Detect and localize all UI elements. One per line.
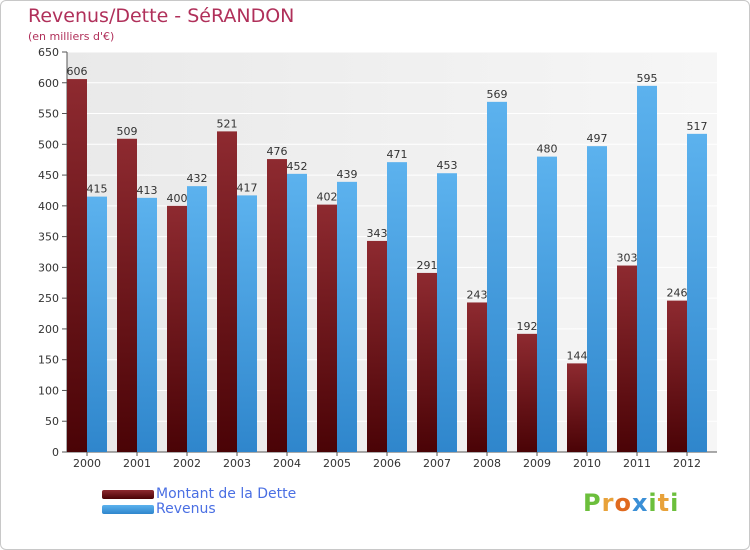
data-label-revenus: 439 <box>337 168 358 181</box>
x-tick-label: 2012 <box>673 457 701 470</box>
bar-revenus <box>137 197 157 452</box>
data-label-dette: 476 <box>267 145 288 158</box>
proxiti-logo: Proxiti <box>583 489 679 517</box>
data-label-dette: 246 <box>667 287 688 300</box>
y-tick-label: 650 <box>38 46 59 59</box>
legend-swatch-dette <box>102 490 154 499</box>
x-tick-label: 2010 <box>573 457 601 470</box>
bar-revenus <box>87 196 107 452</box>
data-label-dette: 400 <box>167 192 188 205</box>
bar-revenus <box>537 156 557 452</box>
bar-dette <box>617 265 637 452</box>
x-tick-label: 2001 <box>123 457 151 470</box>
data-label-dette: 192 <box>517 320 538 333</box>
bar-revenus <box>637 85 657 452</box>
y-tick-label: 350 <box>38 231 59 244</box>
bar-dette <box>317 204 337 452</box>
data-label-revenus: 471 <box>387 148 408 161</box>
bar-dette <box>217 131 237 452</box>
logo-letter: r <box>601 489 615 517</box>
data-label-dette: 402 <box>317 191 338 204</box>
bar-dette <box>467 302 487 452</box>
x-tick-label: 2000 <box>73 457 101 470</box>
legend-label-revenus: Revenus <box>156 501 216 517</box>
bar-dette <box>567 363 587 452</box>
bar-dette <box>667 300 687 452</box>
y-tick-label: 150 <box>38 354 59 367</box>
y-tick-label: 50 <box>45 415 59 428</box>
y-tick-label: 250 <box>38 292 59 305</box>
bar-revenus <box>587 146 607 452</box>
bar-revenus <box>337 181 357 452</box>
y-tick-label: 400 <box>38 200 59 213</box>
bar-revenus <box>437 173 457 452</box>
data-label-dette: 243 <box>467 288 488 301</box>
y-tick-label: 450 <box>38 169 59 182</box>
bar-dette <box>367 240 387 452</box>
y-tick-label: 0 <box>52 446 59 459</box>
bar-revenus <box>187 186 207 452</box>
data-label-dette: 343 <box>367 227 388 240</box>
x-tick-label: 2009 <box>523 457 551 470</box>
y-tick-label: 100 <box>38 384 59 397</box>
x-tick-label: 2004 <box>273 457 301 470</box>
y-tick-label: 200 <box>38 323 59 336</box>
bar-revenus <box>237 195 257 452</box>
data-label-revenus: 415 <box>87 183 108 196</box>
data-label-revenus: 452 <box>287 160 308 173</box>
data-label-revenus: 595 <box>637 72 658 85</box>
x-tick-label: 2007 <box>423 457 451 470</box>
legend-swatch-revenus <box>102 505 154 514</box>
data-label-revenus: 569 <box>487 88 508 101</box>
bar-dette <box>267 159 287 453</box>
logo-letter: i <box>648 489 658 517</box>
x-tick-label: 2011 <box>623 457 651 470</box>
data-label-dette: 291 <box>417 259 438 272</box>
y-tick-label: 550 <box>38 108 59 121</box>
legend-label-dette: Montant de la Dette <box>156 486 297 502</box>
x-tick-label: 2002 <box>173 457 201 470</box>
logo-letter: x <box>631 489 649 517</box>
y-tick-label: 500 <box>38 138 59 151</box>
chart-subtitle: (en milliers d'€) <box>28 30 115 43</box>
data-label-revenus: 480 <box>537 143 558 156</box>
bar-revenus <box>687 133 707 452</box>
x-tick-label: 2006 <box>373 457 401 470</box>
x-tick-label: 2008 <box>473 457 501 470</box>
data-label-revenus: 413 <box>137 184 158 197</box>
bar-revenus <box>387 162 407 452</box>
bar-dette <box>67 79 87 453</box>
x-tick-label: 2003 <box>223 457 251 470</box>
data-label-revenus: 453 <box>437 159 458 172</box>
bar-revenus <box>487 101 507 452</box>
data-label-dette: 521 <box>217 117 238 130</box>
logo-letter: i <box>670 489 680 517</box>
bar-dette <box>417 272 437 452</box>
logo-letter: o <box>614 489 632 517</box>
data-label-revenus: 517 <box>687 120 708 133</box>
data-label-dette: 509 <box>117 125 138 138</box>
logo-letter: P <box>583 489 602 517</box>
bar-dette <box>117 138 137 452</box>
logo-letter: t <box>657 489 671 517</box>
data-label-revenus: 432 <box>187 172 208 185</box>
data-label-revenus: 497 <box>587 132 608 145</box>
data-label-dette: 144 <box>567 349 588 362</box>
bar-dette <box>517 333 537 452</box>
y-tick-label: 300 <box>38 261 59 274</box>
bar-dette <box>167 205 187 452</box>
y-tick-label: 600 <box>38 77 59 90</box>
data-label-dette: 606 <box>67 65 88 78</box>
data-label-revenus: 417 <box>237 181 258 194</box>
data-label-dette: 303 <box>617 252 638 265</box>
chart-title: Revenus/Dette - SéRANDON <box>28 5 295 27</box>
bar-revenus <box>287 173 307 452</box>
x-tick-label: 2005 <box>323 457 351 470</box>
